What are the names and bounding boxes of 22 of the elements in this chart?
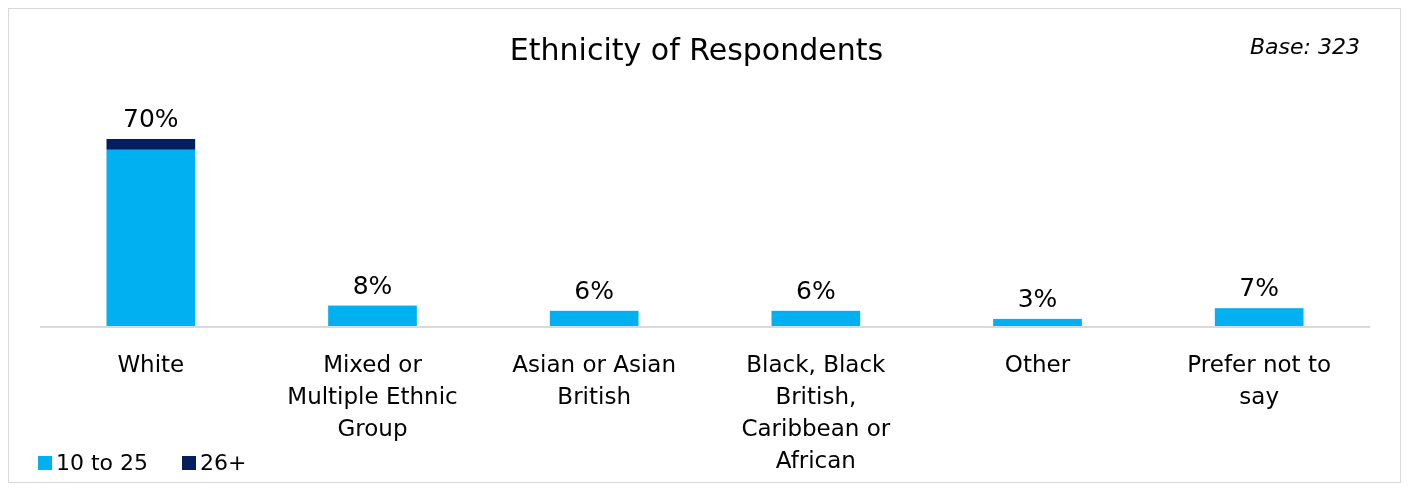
x-tick-label: Black, Black British, Caribbean or African xyxy=(741,351,891,473)
bar xyxy=(328,305,417,327)
chart-title: Ethnicity of Respondents xyxy=(509,32,884,67)
x-tick-label: Mixed or Multiple Ethnic Group xyxy=(287,351,458,441)
bar xyxy=(106,139,196,150)
bar xyxy=(106,149,196,327)
x-tick-label: Other xyxy=(1004,351,1071,377)
bar xyxy=(549,310,639,327)
x-tick-label: White xyxy=(117,351,185,377)
annotation: 70% xyxy=(123,104,179,133)
x-tick-label: Asian or Asian British xyxy=(512,351,677,409)
legend-label: 26+ xyxy=(200,450,247,475)
annotation: 6% xyxy=(796,275,836,305)
x-tick-label: Prefer not to say xyxy=(1187,351,1331,409)
annotation: 8% xyxy=(352,270,393,300)
text: Base: 323 xyxy=(1250,34,1360,59)
annotation: 3% xyxy=(1017,283,1058,313)
bar xyxy=(1214,308,1304,327)
legend-label: 10 to 25 xyxy=(56,450,149,475)
annotation: 6% xyxy=(574,275,614,305)
bar xyxy=(771,310,861,327)
annotation: 7% xyxy=(1239,273,1279,303)
